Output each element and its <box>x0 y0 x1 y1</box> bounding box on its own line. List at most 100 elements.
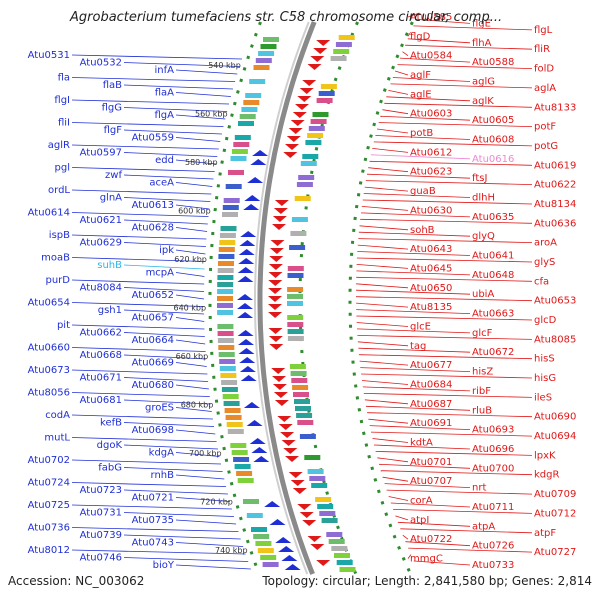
gene-label[interactable]: Atu0643 <box>410 244 452 255</box>
gene-label[interactable]: Atu0650 <box>410 283 452 294</box>
gene-label[interactable]: Atu0612 <box>410 147 452 158</box>
gene-label[interactable]: aglA <box>534 83 556 94</box>
gene-label[interactable]: Atu0723 <box>80 485 122 496</box>
gene-label[interactable]: Atu0668 <box>80 350 122 361</box>
gene-label[interactable]: Atu0664 <box>132 335 174 346</box>
gene-label[interactable]: Atu0613 <box>132 200 174 211</box>
gene-label[interactable]: Atu0652 <box>132 290 174 301</box>
gene-label[interactable]: ftsJ <box>472 173 487 184</box>
gene-label[interactable]: glyS <box>534 257 555 268</box>
gene-label[interactable]: tag <box>410 341 426 352</box>
gene-label[interactable]: Atu0588 <box>472 57 514 68</box>
gene-label[interactable]: Atu0736 <box>28 523 70 534</box>
gene-label[interactable]: Atu0597 <box>80 148 122 159</box>
gene-label[interactable]: Atu0622 <box>534 180 576 191</box>
gene-label[interactable]: Atu0680 <box>132 380 174 391</box>
gene-label[interactable]: atpA <box>472 521 495 532</box>
gene-label[interactable]: Atu0724 <box>28 478 70 489</box>
gene-label[interactable]: Atu0629 <box>80 238 122 249</box>
gene-label[interactable]: Atu0616 <box>472 154 514 165</box>
gene-label[interactable]: rnhB <box>151 470 175 481</box>
gene-label[interactable]: Atu0672 <box>472 347 514 358</box>
gene-label[interactable]: aglK <box>472 96 494 107</box>
gene-label[interactable]: Atu0559 <box>132 133 174 144</box>
gene-label[interactable]: Atu0739 <box>80 530 122 541</box>
gene-label[interactable]: ordL <box>48 185 70 196</box>
gene-label[interactable]: flgF <box>104 125 123 136</box>
gene-label[interactable]: Atu0645 <box>410 263 452 274</box>
gene-label[interactable]: Atu0725 <box>28 500 70 511</box>
gene-label[interactable]: mutL <box>44 433 70 444</box>
gene-label[interactable]: Atu0711 <box>472 502 514 513</box>
gene-label[interactable]: ipk <box>159 245 174 256</box>
gene-label[interactable]: potG <box>534 141 558 152</box>
gene-label[interactable]: codA <box>45 410 70 421</box>
gene-label[interactable]: pgl <box>55 163 70 174</box>
gene-label[interactable]: atpF <box>534 528 556 539</box>
gene-label[interactable]: flgL <box>534 25 553 36</box>
gene-label[interactable]: gsh1 <box>98 305 122 316</box>
gene-label[interactable]: mmgC <box>410 554 443 565</box>
gene-label[interactable]: fliI <box>58 118 70 129</box>
gene-label[interactable]: Atu0621 <box>80 215 122 226</box>
gene-label[interactable]: kefB <box>100 418 122 429</box>
gene-label[interactable]: Atu0701 <box>410 457 452 468</box>
gene-label[interactable]: potF <box>534 122 556 133</box>
gene-label[interactable]: aceA <box>149 178 174 189</box>
gene-label[interactable]: kdgR <box>534 470 559 481</box>
gene-label[interactable]: hisG <box>534 373 556 384</box>
gene-label[interactable]: Atu0641 <box>472 251 514 262</box>
gene-label[interactable]: flaB <box>103 80 122 91</box>
gene-label[interactable]: Atu0677 <box>410 360 452 371</box>
gene-label[interactable]: Atu0691 <box>410 418 452 429</box>
gene-label[interactable]: flgG <box>102 103 122 114</box>
gene-label[interactable]: Atu0614 <box>28 208 70 219</box>
gene-label[interactable]: moaB <box>41 253 70 264</box>
gene-label[interactable]: Atu0663 <box>472 309 514 320</box>
gene-label[interactable]: Atu0712 <box>534 508 576 519</box>
gene-label[interactable]: kdtA <box>410 438 433 449</box>
gene-label[interactable]: Atu0619 <box>534 160 576 171</box>
gene-label[interactable]: dgoK <box>97 440 123 451</box>
gene-label[interactable]: Atu0605 <box>472 115 514 126</box>
gene-label[interactable]: sohB <box>410 225 435 236</box>
gene-label[interactable]: flaA <box>155 88 174 99</box>
gene-label[interactable]: Atu0635 <box>472 212 514 223</box>
gene-label[interactable]: flgA <box>155 110 175 121</box>
gene-label[interactable]: rluB <box>472 405 492 416</box>
gene-label[interactable]: Atu0709 <box>534 489 576 500</box>
gene-label[interactable]: nrt <box>472 483 486 494</box>
gene-label[interactable]: edd <box>155 155 174 166</box>
gene-label[interactable]: ubiA <box>472 289 494 300</box>
gene-label[interactable]: Atu0653 <box>534 296 576 307</box>
gene-label[interactable]: pit <box>57 320 70 331</box>
gene-label[interactable]: Atu0660 <box>28 343 70 354</box>
gene-label[interactable]: aglG <box>472 77 495 88</box>
gene-label[interactable]: Atu8012 <box>28 545 70 556</box>
gene-label[interactable]: Atu0733 <box>472 560 514 571</box>
gene-label[interactable]: Atu0662 <box>80 328 122 339</box>
gene-label[interactable]: Atu8085 <box>534 334 576 345</box>
gene-label[interactable]: Atu0696 <box>472 444 514 455</box>
gene-label[interactable]: aglE <box>410 89 432 100</box>
gene-label[interactable]: ribF <box>472 386 491 397</box>
gene-label[interactable]: Atu0532 <box>80 58 122 69</box>
gene-label[interactable]: Atu0681 <box>80 395 122 406</box>
gene-label[interactable]: Atu0731 <box>80 508 122 519</box>
gene-label[interactable]: mcpA <box>146 268 175 279</box>
gene-label[interactable]: Atu0636 <box>534 218 576 229</box>
gene-label[interactable]: dlhH <box>472 193 495 204</box>
gene-label[interactable]: flgD <box>410 31 431 42</box>
gene-label[interactable]: Atu8084 <box>80 283 122 294</box>
gene-label[interactable]: Atu0531 <box>28 50 70 61</box>
gene-label[interactable]: Atu0722 <box>410 534 452 545</box>
gene-label[interactable]: Atu0608 <box>472 135 514 146</box>
gene-label[interactable]: Atu0735 <box>132 515 174 526</box>
gene-label[interactable]: cfa <box>534 276 549 287</box>
gene-label[interactable]: hisS <box>534 354 555 365</box>
gene-label[interactable]: glcD <box>534 315 557 326</box>
gene-label[interactable]: Atu0623 <box>410 167 452 178</box>
gene-label[interactable]: ispB <box>49 230 70 241</box>
gene-label[interactable]: Atu0707 <box>410 476 452 487</box>
gene-label[interactable]: groES <box>145 403 174 414</box>
